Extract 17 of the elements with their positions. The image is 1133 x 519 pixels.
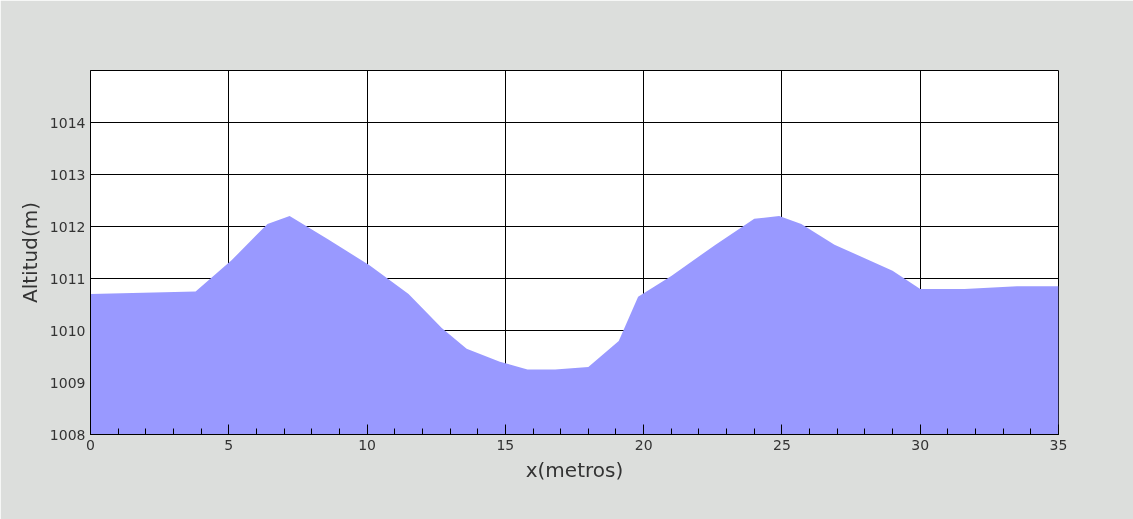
- x-tick-label: 30: [911, 436, 930, 453]
- y-tick-label: 1010: [49, 322, 86, 339]
- x-tick-label: 15: [496, 436, 515, 453]
- y-tick-label: 1014: [49, 114, 86, 131]
- y-tick-label: 1008: [49, 426, 86, 443]
- x-tick-label: 20: [634, 436, 653, 453]
- x-tick-label: 35: [1049, 436, 1068, 453]
- x-tick-label: 0: [86, 436, 95, 453]
- x-tick-label: 10: [358, 436, 376, 453]
- y-tick-label: 1013: [49, 166, 86, 183]
- x-tick-label: 5: [224, 436, 234, 453]
- y-axis-title: Altitud(m): [17, 202, 42, 303]
- y-tick-label: 1011: [49, 270, 86, 287]
- y-tick-label: 1012: [49, 218, 86, 235]
- y-tick-label: 1009: [49, 374, 86, 391]
- x-axis-title: x(metros): [525, 457, 624, 482]
- x-tick-label: 25: [773, 436, 791, 453]
